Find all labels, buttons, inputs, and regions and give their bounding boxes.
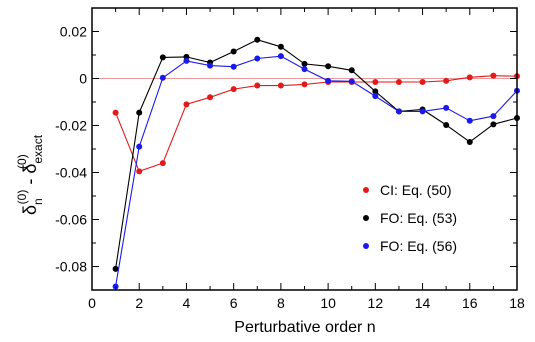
legend-marker-2: [363, 243, 369, 249]
series-point-2: [183, 57, 190, 64]
y-label-delta-exact: δ: [20, 164, 40, 174]
series-point-1: [254, 36, 261, 43]
series-point-1: [112, 265, 119, 272]
y-tick-label: -0.02: [55, 118, 87, 134]
y-label-sup-n: (0): [15, 190, 29, 205]
legend-label-0: CI: Eq. (50): [380, 182, 452, 198]
series-point-1: [490, 121, 497, 128]
series-point-0: [372, 79, 379, 86]
y-tick-label: -0.06: [55, 212, 87, 228]
series-point-0: [183, 101, 190, 108]
y-tick-label: -0.08: [55, 259, 87, 275]
series-point-0: [395, 79, 402, 86]
series-point-2: [254, 55, 261, 62]
x-tick-label: 2: [135, 295, 143, 311]
y-tick-label: -0.04: [55, 165, 87, 181]
x-tick-label: 10: [320, 295, 336, 311]
series-point-2: [443, 104, 450, 111]
legend-marker-1: [363, 215, 369, 221]
series-point-1: [466, 138, 473, 145]
series-point-1: [443, 122, 450, 129]
series-point-2: [136, 143, 143, 150]
series-point-1: [372, 88, 379, 95]
x-tick-label: 6: [230, 295, 238, 311]
series-point-0: [443, 77, 450, 84]
series-point-1: [277, 43, 284, 50]
svg-text:δn(0) - δexact(0): δn(0) - δexact(0): [15, 134, 45, 215]
series-point-2: [348, 78, 355, 85]
x-tick-label: 0: [88, 295, 96, 311]
series-point-0: [419, 79, 426, 86]
y-label-sub-exact: exact: [31, 134, 45, 163]
legend-label-2: FO: Eq. (56): [380, 238, 457, 254]
y-label-sup-exact: (0): [15, 154, 29, 169]
series-line-1: [115, 39, 518, 269]
series-point-2: [419, 108, 426, 115]
y-tick-label: 0: [79, 71, 87, 87]
series-point-2: [230, 63, 237, 70]
series-point-2: [466, 117, 473, 124]
series-point-0: [207, 94, 214, 101]
y-label-dash: -: [20, 174, 40, 190]
series-point-2: [159, 74, 166, 81]
ticks-layer: 0 2 4 6 8 10 12 14 16 18 -0.08 -0.06 -0.04 -0.02 0 0.02: [55, 7, 525, 311]
series-point-1: [159, 54, 166, 61]
series-point-2: [301, 66, 308, 73]
y-label-sub-n: n: [31, 198, 45, 205]
legend-marker-0: [363, 187, 369, 193]
series-point-1: [136, 109, 143, 116]
legend: CI: Eq. (50) FO: Eq. (53) FO: Eq. (56): [363, 182, 457, 254]
series-point-2: [207, 62, 214, 69]
series-line-0: [115, 75, 518, 172]
series-point-1: [325, 63, 332, 70]
series-point-0: [136, 168, 143, 175]
series-point-0: [466, 74, 473, 81]
series-point-0: [230, 86, 237, 93]
series-line-2: [115, 55, 518, 287]
series-point-0: [301, 81, 308, 88]
series-point-1: [230, 48, 237, 55]
series-point-0: [490, 72, 497, 79]
series-point-2: [372, 93, 379, 100]
series-point-0: [112, 109, 119, 116]
series-point-2: [325, 77, 332, 84]
series-point-2: [490, 113, 497, 120]
series-point-2: [395, 108, 402, 115]
x-tick-label: 14: [415, 295, 431, 311]
y-label-delta-n: δ: [20, 205, 40, 215]
x-tick-label: 8: [277, 295, 285, 311]
series-point-2: [277, 53, 284, 60]
x-tick-label: 12: [368, 295, 384, 311]
series-point-1: [301, 60, 308, 67]
x-axis-title: Perturbative order n: [234, 319, 375, 336]
series-point-0: [277, 82, 284, 89]
x-tick-label: 16: [462, 295, 478, 311]
y-axis-title: δn(0) - δexact(0): [15, 134, 45, 215]
series-point-1: [348, 67, 355, 74]
series-point-0: [254, 82, 261, 89]
series-layer: [112, 36, 520, 290]
y-tick-label: 0.02: [60, 24, 87, 40]
x-tick-label: 4: [183, 295, 191, 311]
x-tick-label: 18: [509, 295, 525, 311]
legend-label-1: FO: Eq. (53): [380, 210, 457, 226]
series-point-0: [159, 160, 166, 167]
